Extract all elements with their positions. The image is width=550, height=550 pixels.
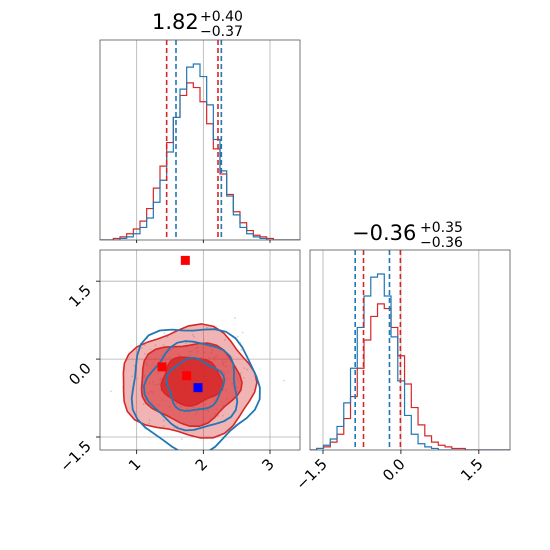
scatter-point [202,338,205,341]
joint-density-frame [99,249,301,451]
scatter-point [283,379,285,382]
scatter-point [148,419,151,422]
contour-red-level [160,356,225,407]
title-2-plus: +0.35 [420,220,463,236]
marker-red [182,371,192,381]
scatter-point [162,425,165,427]
scatter-point [234,317,237,319]
scatter-point [162,343,165,346]
title-2-minus: −0.36 [420,235,463,251]
scatter-point [110,390,112,393]
title-1-median: 1.82 [152,10,199,34]
scatter-point [243,367,246,370]
x-tick-label-param-2: 1.5 [457,455,487,485]
joint-density-panel [73,249,301,478]
histogram-param-2-frame [309,249,511,451]
title-param-2: −0.36 +0.35 −0.36 [352,220,463,251]
scatter-point [73,353,75,355]
x-tick-label-param-1: 1 [125,455,144,474]
scatter-point [131,375,134,378]
scatter-point [154,344,157,347]
scatter-point [240,348,243,351]
scatter-point [136,377,139,380]
scatter-point [148,422,151,425]
scatter-point [246,368,249,371]
axis-tick-labels: 1 2 3 −1.5 0.0 1.5 −1.5 0.0 1.5 [56,240,487,494]
contour-blue-level [142,340,239,432]
histogram-param-1-frame [99,39,301,241]
contour-blue-level [130,328,261,450]
y-tick-label-param-2: 0.0 [65,359,95,389]
scatter-point [241,331,244,334]
marker-red [180,255,190,265]
scatter-point [140,347,143,349]
y-tick-label-param-2: −1.5 [56,437,94,475]
marker-blue [193,383,203,393]
scatter-point [173,426,176,429]
scatter-point [191,333,194,336]
scatter-point [176,425,179,428]
contour-blue-level [165,356,226,412]
title-param-1: 1.82 +0.40 −0.37 [152,9,243,40]
histogram-param-1-panel [99,39,301,241]
scatter-point [144,353,146,355]
scatter-point [142,403,145,406]
histogram-red-series [100,82,300,240]
x-tick-label-param-2: −1.5 [292,455,330,493]
scatter-point [236,335,239,338]
scatter-point [182,476,184,478]
scatter-point [163,332,166,334]
scatter-point [223,339,226,341]
y-tick-label-param-2: 1.5 [65,281,95,311]
title-1-plus: +0.40 [200,9,243,25]
x-tick-label-param-1: 2 [192,455,211,474]
x-tick-label-param-1: 3 [258,455,277,474]
histogram-param-2-panel [309,249,511,451]
title-2-median: −0.36 [352,221,416,245]
x-tick-label-param-2: 0.0 [379,455,409,485]
scatter-point [185,342,187,345]
histogram-blue-series [310,273,510,450]
scatter-point [221,414,224,417]
scatter-point [217,414,220,417]
scatter-point [166,336,169,338]
scatter-point [193,335,196,338]
title-1-minus: −0.37 [200,24,243,40]
scatter-point [149,348,152,351]
histogram-blue-series [100,63,300,240]
scatter-point [180,438,183,440]
scatter-point [242,376,245,379]
scatter-point [143,344,146,346]
marker-red [157,362,167,372]
scatter-point [206,326,208,329]
scatter-point [162,419,165,422]
scatter-point [240,372,242,375]
scatter-point [133,365,136,367]
